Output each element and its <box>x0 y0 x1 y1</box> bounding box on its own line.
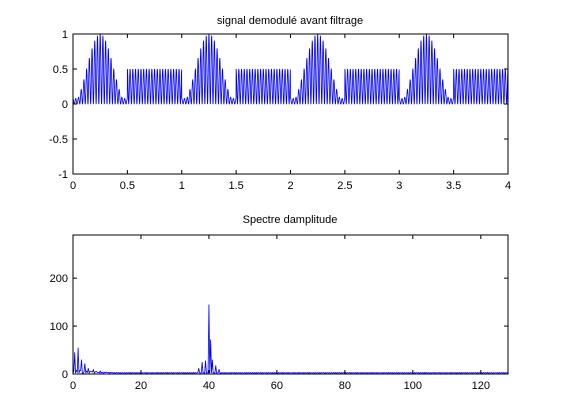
signal-xtick-label: 1 <box>179 180 185 192</box>
signal-xtick-label: 2 <box>287 180 293 192</box>
signal-plot: signal demodulé avant filtrage 0 0.5 1 1.5 2… <box>49 15 511 192</box>
spectrum-series-group <box>72 304 509 375</box>
spectrum-plot-title: Spectre damplitude <box>243 214 338 226</box>
signal-xtick-label: 3 <box>396 180 402 192</box>
spectrum-xtick-label: 100 <box>404 380 422 392</box>
spectrum-xtick-label: 80 <box>339 380 351 392</box>
signal-xtick-label: 1.5 <box>228 180 243 192</box>
signal-xtick-label: 0 <box>70 180 76 192</box>
signal-plot-title: signal demodulé avant filtrage <box>217 15 363 27</box>
signal-plot-ticks: 0 0.5 1 1.5 2 2.5 3 3.5 4 -1 -0.5 0 0.5 1 <box>49 29 511 192</box>
spectrum-plot-ticks: 0 20 40 60 80 100 120 0 100 200 <box>50 235 508 392</box>
spectrum-ytick-label: 200 <box>50 273 68 285</box>
signal-ytick-label: 1 <box>62 29 68 41</box>
signal-ytick-label: -1 <box>58 169 68 181</box>
spectrum-plot-frame <box>72 234 509 375</box>
signal-series-group <box>72 33 509 105</box>
spectrum-xtick-label: 60 <box>271 380 283 392</box>
signal-xtick-label: 4 <box>505 180 511 192</box>
spectrum-xtick-label: 20 <box>135 380 147 392</box>
signal-xtick-label: 0.5 <box>120 180 135 192</box>
spectrum-xtick-label: 0 <box>70 380 76 392</box>
signal-ytick-label: 0.5 <box>53 64 68 76</box>
spectrum-xtick-label: 120 <box>472 380 490 392</box>
spectrum-plot: Spectre damplitude 0 20 40 60 80 100 120 0 100 20… <box>50 214 509 392</box>
spectrum-ytick-label: 0 <box>62 369 68 381</box>
spectrum-xtick-label: 40 <box>203 380 215 392</box>
spectrum-ytick-label: 100 <box>50 321 68 333</box>
signal-series-line <box>72 33 509 105</box>
signal-xtick-label: 3.5 <box>446 180 461 192</box>
signal-ytick-label: -0.5 <box>49 134 68 146</box>
spectrum-series-line <box>72 304 509 375</box>
signal-xtick-label: 2.5 <box>337 180 352 192</box>
signal-ytick-label: 0 <box>62 99 68 111</box>
